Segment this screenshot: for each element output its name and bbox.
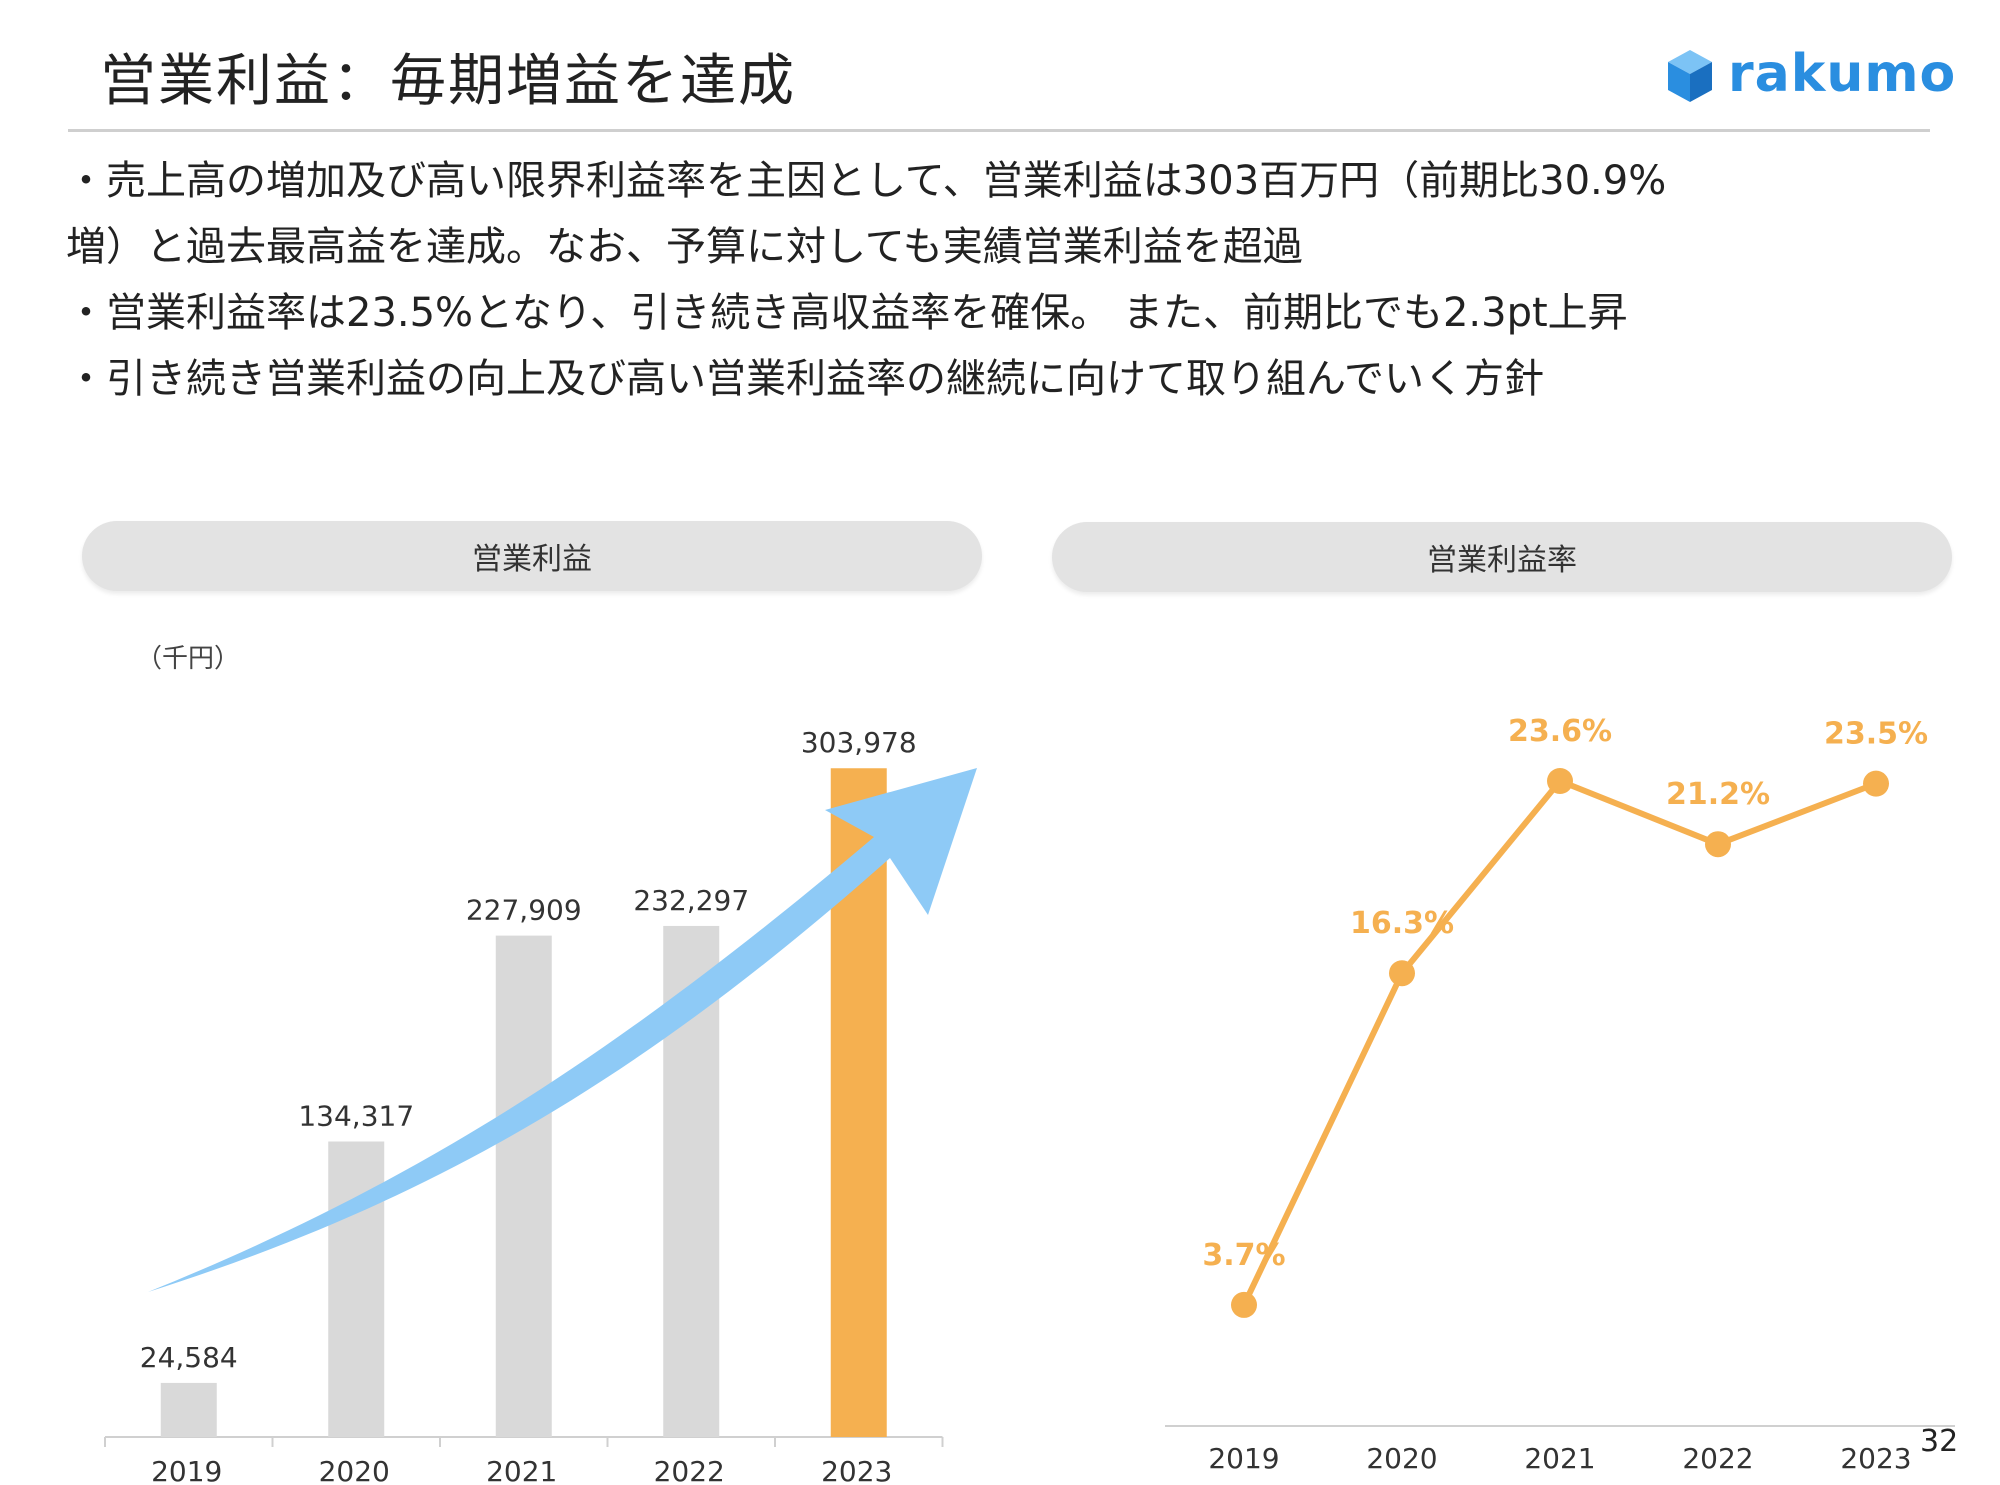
bar-chart-unit: （千円） [136,644,241,674]
margin-value-label: 23.6% [1508,714,1612,749]
operating-margin-line-chart: 3.7% 2019 16.3% 2020 23.6% 2021 21.2% 2022 23.5%… [1165,714,1955,1475]
bar-2019 [160,1382,217,1437]
bullet-line: ・営業利益率は23.5%となり、引き続き高収益率を確保。 また、前期比でも2.3… [66,290,1628,336]
bar-value-label: 24,584 [140,1341,238,1374]
line-x-tick-label: 2020 [1366,1442,1437,1475]
title-divider [68,129,1930,132]
bar-chart-title: 営業利益 [472,542,592,577]
bar-x-tick-label: 2021 [486,1455,557,1485]
bullet-line: ・売上高の増加及び高い限界利益率を主因として、営業利益は303百万円（前期比30… [66,158,1667,204]
margin-point-2023 [1863,770,1889,797]
bar-x-tick-label: 2022 [654,1455,725,1485]
bullet-list: ・売上高の増加及び高い限界利益率を主因として、営業利益は303百万円（前期比30… [66,148,1946,412]
logo-text: rakumo [1728,44,1957,104]
bar-value-label: 134,317 [298,1100,414,1133]
bar-x-tick-label: 2023 [821,1455,892,1485]
line-x-tick-label: 2023 [1840,1442,1911,1475]
margin-point-2019 [1231,1291,1257,1318]
line-x-tick-label: 2022 [1682,1442,1753,1475]
operating-profit-bar-chart: 24,584 2019 134,317 2020 227,909 2021 232,297 2… [104,726,977,1485]
line-chart-title: 営業利益率 [1427,543,1577,578]
margin-line [1241,778,1878,1307]
bar-chart-header: 営業利益 [82,521,982,591]
bullet-line: ・引き続き営業利益の向上及び高い営業利益率の継続に向けて取り組んでいく方針 [66,356,1544,402]
bar-x-tick-label: 2019 [151,1455,222,1485]
bar-value-label: 227,909 [466,894,582,927]
margin-value-label: 16.3% [1350,906,1454,941]
bar-2020 [328,1141,385,1437]
margin-value-label: 3.7% [1202,1238,1285,1273]
line-chart-header: 営業利益率 [1052,522,1952,592]
rakumo-logo: rakumo [1660,44,1955,106]
line-x-tick-label: 2019 [1208,1442,1279,1475]
logo-cube-icon [1668,50,1712,102]
page-number: 32 [1920,1424,1959,1459]
bar-2021 [495,935,552,1437]
margin-value-label: 23.5% [1824,717,1928,752]
bar-x-tick-label: 2020 [319,1455,390,1485]
margin-point-2022 [1705,831,1731,858]
slide-title: 営業利益：毎期増益を達成 [100,49,796,114]
line-x-tick-label: 2021 [1524,1442,1595,1475]
bullet-line: 増）と過去最高益を達成。なお、予算に対しても実績営業利益を超過 [66,224,1303,270]
bar-value-label: 303,978 [801,726,917,759]
margin-value-label: 21.2% [1666,777,1770,812]
margin-point-2021 [1547,768,1573,794]
margin-point-2020 [1389,960,1415,987]
trend-arrow [148,768,977,1292]
bar-value-label: 232,297 [633,884,749,917]
